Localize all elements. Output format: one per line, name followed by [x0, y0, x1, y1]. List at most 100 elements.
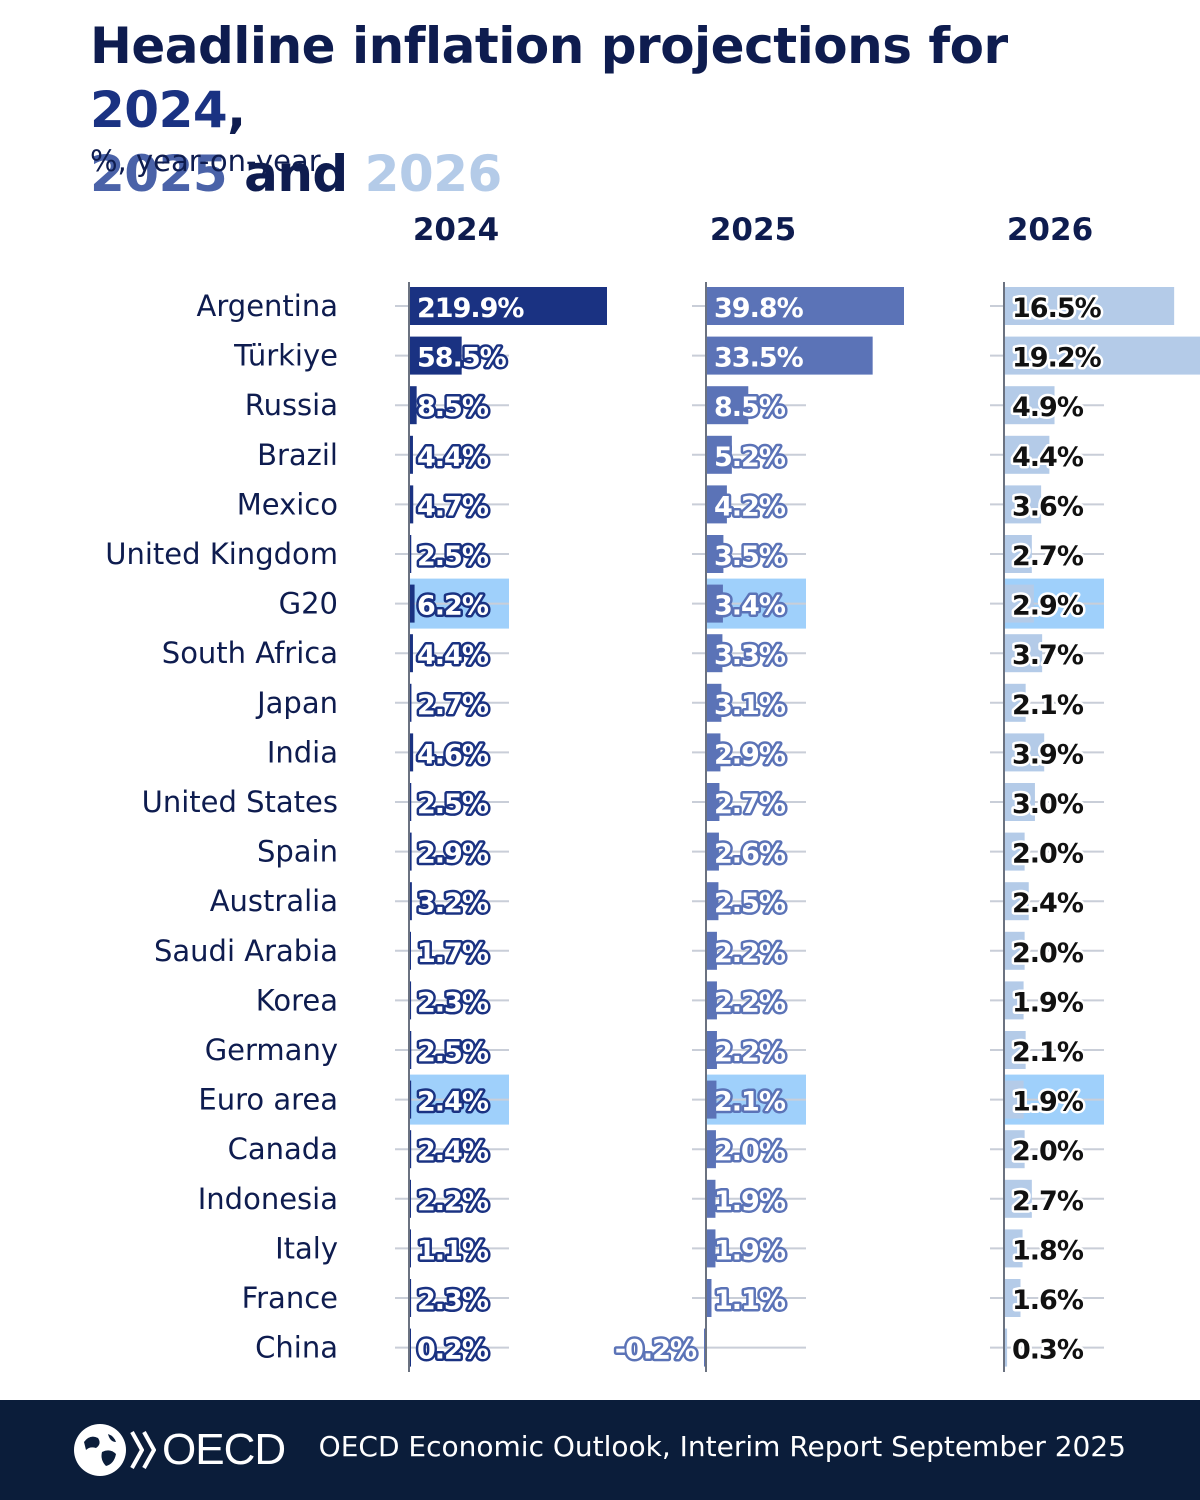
bar-2025	[706, 1229, 716, 1268]
column-header-2025: 2025	[709, 212, 797, 248]
bar-2024	[409, 386, 417, 425]
data-label-2025: 2.5%	[714, 888, 786, 919]
country-label: United Kingdom	[105, 537, 338, 571]
data-label-2024: 4.6%	[417, 739, 489, 770]
data-label-2024: 2.7%	[417, 690, 489, 721]
bar-2025	[706, 336, 873, 375]
country-label: Euro area	[198, 1083, 338, 1117]
bar-2024	[409, 783, 412, 821]
data-label-2026: 1.8%	[1012, 1235, 1084, 1266]
bar-2025	[706, 832, 719, 871]
bar-2024	[409, 485, 414, 524]
bar-2024	[409, 1130, 412, 1169]
bar-2026	[1004, 882, 1029, 921]
data-label-2026: 2.0%	[1012, 839, 1084, 870]
bar-2025	[706, 981, 717, 1020]
title-year-2026: 2026	[364, 145, 503, 203]
title-year-2025: 2025	[90, 145, 228, 203]
data-label-2025: 1.9%	[714, 1186, 786, 1217]
oecd-wordmark: OECD	[162, 1425, 286, 1474]
data-label-2026: 2.1%	[1012, 1037, 1084, 1068]
title-prefix: Headline inflation projections for	[90, 17, 1008, 75]
bar-2025	[706, 584, 723, 623]
data-label-2026: 4.4%	[1012, 442, 1084, 473]
data-label-2025: 5.2%	[714, 442, 786, 473]
data-label-2024: 4.4%	[417, 640, 489, 671]
data-label-2026: 4.9%	[1012, 392, 1084, 423]
chevron-right-icon	[142, 1431, 156, 1469]
data-label-2025: 39.8%	[714, 293, 804, 324]
chart-title: Headline inflation projections for 2024,…	[90, 14, 1170, 206]
bar-2026	[1004, 435, 1050, 474]
country-label: Australia	[210, 884, 338, 918]
data-label-2024: 2.3%	[417, 987, 489, 1018]
data-label-2025: 3.3%	[714, 640, 786, 671]
country-label: Russia	[245, 388, 338, 422]
bar-2025	[706, 1130, 716, 1169]
bar-2025	[706, 1279, 712, 1317]
bar-2026	[1004, 783, 1035, 821]
country-label: Mexico	[237, 487, 338, 521]
column-header-2024: 2024	[412, 212, 500, 248]
data-label-2024: 2.2%	[417, 1186, 489, 1217]
country-label: India	[267, 735, 338, 769]
data-label-2025: 2.1%	[714, 1087, 786, 1118]
data-label-2025: 2.2%	[714, 938, 786, 969]
data-label-2026: 0.3%	[1012, 1335, 1084, 1366]
bar-2025	[706, 683, 722, 722]
bar-2024	[409, 1080, 412, 1119]
data-label-2026: 19.2%	[1012, 343, 1102, 374]
country-label: Argentina	[197, 289, 338, 323]
data-label-2025: 2.9%	[714, 739, 786, 770]
bar-2026	[1004, 336, 1200, 375]
bar-2026	[1004, 386, 1055, 425]
country-label: Japan	[255, 686, 338, 720]
bar-2026	[1004, 683, 1026, 722]
bar-2024	[409, 733, 414, 772]
data-label-2025: 2.0%	[714, 1136, 786, 1167]
data-label-2025: 3.4%	[714, 591, 786, 622]
bar-2024	[409, 1031, 412, 1069]
data-label-2025: 4.2%	[714, 491, 786, 522]
bar-2026	[1004, 584, 1034, 623]
bar-2025	[706, 535, 724, 573]
oecd-logo: OECD	[74, 1424, 286, 1476]
source-note: OECD Economic Outlook, Interim Report Se…	[318, 1430, 1126, 1463]
data-label-2025: 1.1%	[714, 1285, 786, 1316]
bar-2026	[1004, 535, 1032, 573]
data-label-2025: 2.7%	[714, 789, 786, 820]
data-label-2026: 2.0%	[1012, 938, 1084, 969]
bar-2026	[1004, 1179, 1032, 1218]
footer-bar: OECD OECD Economic Outlook, Interim Repo…	[0, 1400, 1200, 1500]
title-and: and	[227, 145, 365, 203]
data-label-2026: 16.5%	[1012, 293, 1102, 324]
data-label-2024: 3.2%	[417, 888, 489, 919]
bar-2026	[1004, 1130, 1025, 1169]
data-label-2024: 2.4%	[417, 1087, 489, 1118]
data-label-2025: -0.2%	[615, 1335, 697, 1366]
data-label-2024: 219.9%	[417, 293, 524, 324]
bar-2026	[1004, 1031, 1026, 1069]
bar-2025	[706, 783, 720, 821]
bar-2024	[409, 981, 412, 1020]
bar-2024	[409, 584, 415, 623]
bar-2024	[409, 535, 412, 573]
bar-2025	[706, 1179, 716, 1218]
country-label: Germany	[205, 1033, 338, 1067]
data-label-2026: 3.7%	[1012, 640, 1084, 671]
bar-2024	[409, 683, 412, 722]
bar-2024	[409, 435, 413, 474]
data-label-2026: 1.9%	[1012, 1087, 1084, 1118]
data-label-2026: 3.9%	[1012, 739, 1084, 770]
country-label: Brazil	[257, 438, 338, 472]
chart-subtitle: %, year-on-year	[90, 144, 321, 178]
bar-2024	[409, 1279, 412, 1317]
data-label-2024: 2.3%	[417, 1285, 489, 1316]
bar-2026	[1004, 485, 1042, 524]
bar-2026	[1004, 1080, 1024, 1119]
title-comma: ,	[227, 81, 246, 139]
bar-2026	[1004, 1229, 1023, 1268]
data-label-2026: 2.7%	[1012, 541, 1084, 572]
data-label-2025: 3.1%	[714, 690, 786, 721]
bar-2026	[1004, 634, 1043, 673]
